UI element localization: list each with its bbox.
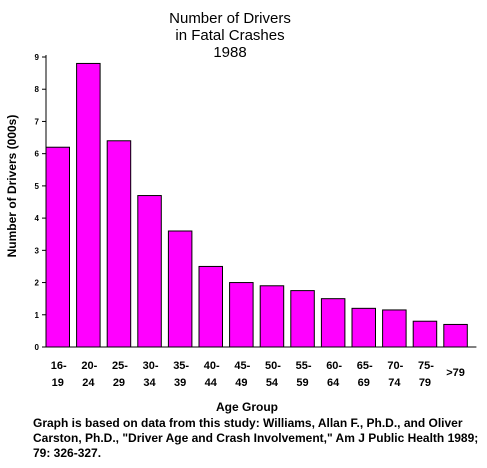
source-note: Graph is based on data from this study: … (33, 416, 479, 460)
x-category-label-top: 20- (81, 360, 97, 372)
y-axis-title-group: Number of Drivers (000s) (5, 115, 19, 258)
y-tick-label: 8 (35, 85, 40, 94)
y-tick-label: 4 (35, 214, 40, 223)
y-tick-label: 3 (35, 246, 40, 255)
y-axis-title: Number of Drivers (000s) (5, 115, 19, 258)
x-category-label-top: 30- (143, 360, 159, 372)
y-axis-ticks: 0 1 2 3 4 5 6 7 8 9 (35, 53, 46, 352)
y-tick-label: 7 (35, 117, 40, 126)
x-category-label-top: 35- (173, 360, 189, 372)
bar-12 (382, 309, 407, 348)
x-category-label-top: 50- (265, 360, 281, 372)
x-category-label-top: 40- (204, 360, 220, 372)
bars (45, 62, 468, 348)
bar-1 (45, 146, 70, 348)
x-category-label-bottom: 44 (205, 377, 218, 389)
x-category-label-bottom: 59 (296, 377, 308, 389)
bar-10 (320, 298, 346, 348)
x-category-label-top: 70- (387, 360, 403, 372)
bar-5 (167, 230, 193, 348)
bar-9 (290, 290, 315, 348)
bar-7 (229, 282, 254, 348)
y-tick-label: 6 (35, 150, 40, 159)
x-category-label-bottom: 69 (358, 377, 370, 389)
x-category-label-top: 75- (418, 360, 434, 372)
x-category-label-top: 25- (112, 360, 128, 372)
x-category-label-bottom: 19 (52, 377, 64, 389)
x-category-label-top: 65- (357, 360, 373, 372)
x-category-label-top: 60- (326, 360, 342, 372)
bar-14 (443, 323, 468, 348)
x-category-label-bottom: 74 (388, 377, 401, 389)
bar-6 (198, 265, 223, 348)
x-category-label-bottom: 29 (113, 377, 125, 389)
bar-4 (137, 195, 162, 348)
y-tick-label: 5 (35, 182, 40, 191)
y-tick-label: 9 (35, 53, 40, 62)
x-category-label-top: 45- (234, 360, 250, 372)
chart-title-line-3: 1988 (213, 44, 246, 61)
x-category-label-bottom: 49 (235, 377, 247, 389)
x-category-label-top: 55- (296, 360, 312, 372)
x-category-label-bottom: 34 (143, 377, 156, 389)
bar-2 (76, 62, 101, 348)
y-tick-label: 0 (35, 343, 40, 352)
y-tick-label: 1 (35, 311, 40, 320)
x-axis-category-labels: 16- 19 20- 24 25- 29 30- 34 35- 39 40- 44 45- 49 50- 54… (51, 360, 465, 389)
bar-3 (106, 140, 132, 348)
chart-title-line-2: in Fatal Crashes (175, 27, 284, 44)
chart-title-line-1: Number of Drivers (169, 10, 291, 27)
axes (45, 55, 477, 348)
bar-13 (412, 320, 438, 348)
x-category-label-bottom: 54 (266, 377, 279, 389)
x-category-label: >79 (446, 367, 465, 379)
bar-8 (259, 285, 285, 348)
bar-11 (351, 307, 376, 348)
x-category-label-bottom: 24 (82, 377, 95, 389)
x-category-label-bottom: 79 (419, 377, 431, 389)
x-axis-title: Age Group (216, 400, 278, 414)
x-category-label-top: 16- (51, 360, 67, 372)
x-category-label-bottom: 39 (174, 377, 186, 389)
y-tick-label: 2 (35, 279, 40, 288)
x-category-label-bottom: 64 (327, 377, 340, 389)
